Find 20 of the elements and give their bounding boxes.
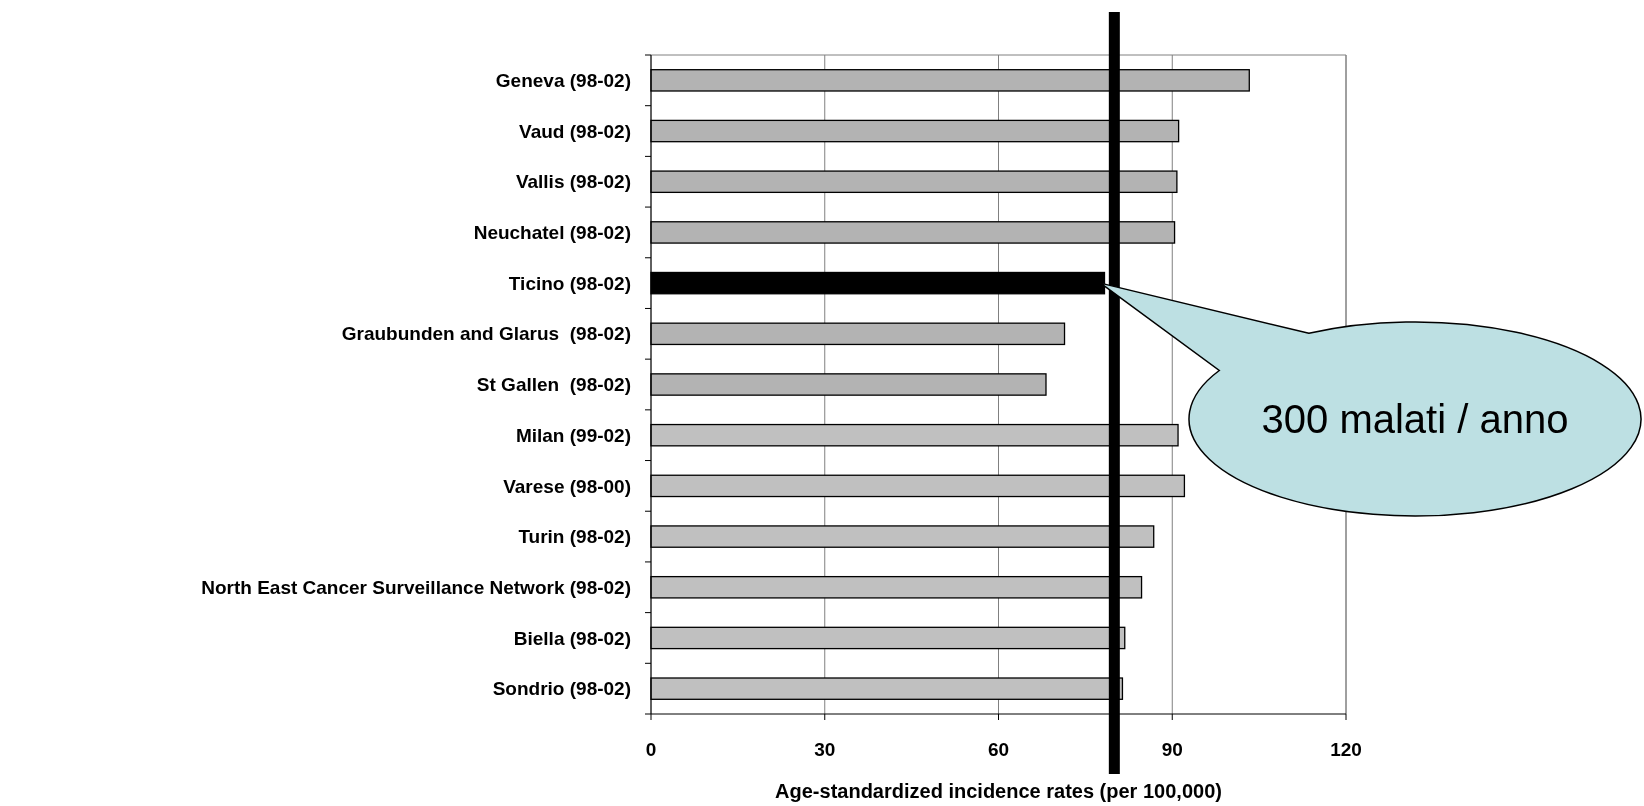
y-tick-label: Ticino (98-02)	[508, 272, 631, 294]
y-tick-label: North East Cancer Surveillance Network (98-02)	[201, 576, 631, 598]
x-tick-label: 0	[645, 739, 657, 760]
x-tick-label: 30	[814, 739, 836, 760]
y-tick-label: Milan (99-02)	[515, 424, 631, 446]
y-tick-label: St Gallen (98-02)	[476, 374, 631, 396]
y-tick-label: Geneva (98-02)	[495, 70, 631, 91]
y-tick-label: Vaud (98-02)	[519, 120, 631, 142]
y-tick-label: Biella (98-02)	[513, 627, 631, 649]
y-tick-label: Neuchatel (98-02)	[473, 222, 631, 244]
annotation: 300 malati / anno	[1261, 397, 1569, 441]
y-tick-label: Turin (98-02)	[518, 526, 631, 548]
x-tick-label: 120	[1330, 739, 1362, 760]
y-tick-label: Varese (98-00)	[503, 475, 631, 497]
y-tick-label: Graubunden and Glarus (98-02)	[341, 323, 631, 345]
y-tick-label: Vallis (98-02)	[515, 171, 631, 193]
x-tick-label: 90	[1161, 739, 1183, 760]
x-tick-label: 60	[987, 739, 1010, 760]
x-axis-title: Age-standardized incidence rates (per 100,000)	[775, 780, 1222, 802]
y-tick-label: Sondrio (98-02)	[492, 678, 631, 700]
